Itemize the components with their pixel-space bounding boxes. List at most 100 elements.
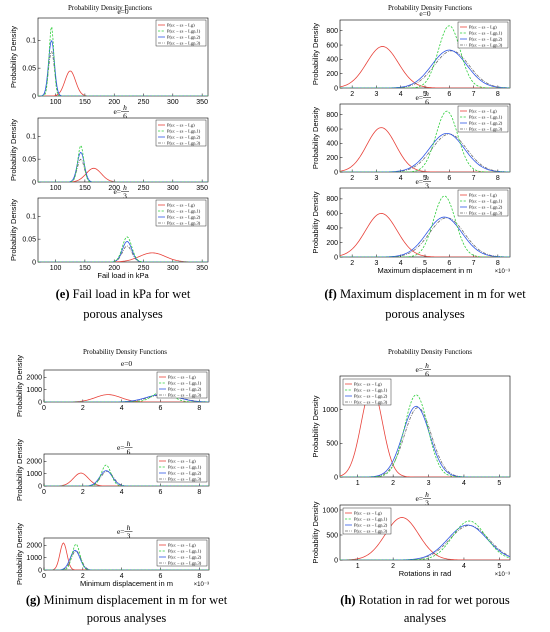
subplot-title-lhs: e= xyxy=(117,527,125,536)
x-tick-label: 2 xyxy=(81,489,85,496)
panel-f: Probability Density Functionse=002004006… xyxy=(311,4,526,321)
x-tick-label: 4 xyxy=(399,91,403,98)
x-tick-label: 2 xyxy=(350,91,354,98)
caption-line-2: porous analyses xyxy=(385,307,465,321)
y-tick-label: 400 xyxy=(326,225,338,232)
legend: P(εc − εs − Lg)P(εc − εs − Lgp,1)P(εc − … xyxy=(457,105,509,133)
legend-box xyxy=(155,119,207,147)
legend-entry-gray: P(εc − εs − Lgp,3) xyxy=(167,141,201,147)
pdf-curve-blue xyxy=(44,393,209,402)
subplot-title-num: h xyxy=(127,439,131,448)
subplot-title-den: 6 xyxy=(127,448,131,457)
x-tick-label: 200 xyxy=(108,185,120,192)
y-tick-label: 1000 xyxy=(26,555,42,562)
legend-entry-gray: P(εc − εs − Lgp,3) xyxy=(469,127,503,133)
legend-box xyxy=(457,105,509,133)
x-tick-label: 150 xyxy=(79,265,91,272)
pdf-curve-green xyxy=(38,236,208,262)
x-tick-label: 300 xyxy=(167,185,179,192)
x-tick-label: 7 xyxy=(472,175,476,182)
caption-line-1: (g) Minimum displacement in m for wet xyxy=(26,593,228,607)
x-tick-label: 250 xyxy=(138,265,150,272)
y-axis-label: Probability Density xyxy=(311,191,320,253)
y-axis-label: Probability Density xyxy=(9,119,18,181)
y-tick-label: 0 xyxy=(38,399,42,406)
subplot-title-num: h xyxy=(123,183,127,192)
legend-entry-blue: P(εc − εs − Lgp,2) xyxy=(354,394,388,400)
pdf-curve-red xyxy=(340,213,510,257)
legend-entry-red: P(εc − εs − Lg) xyxy=(354,382,382,387)
x-tick-label: 8 xyxy=(496,260,500,267)
legend: P(εc − εs − Lg)P(εc − εs − Lgp,1)P(εc − … xyxy=(457,21,509,49)
y-tick-label: 0 xyxy=(38,483,42,490)
legend-entry-blue: P(εc − εs − Lgp,2) xyxy=(167,35,201,41)
subplot-title-group: e= h3 xyxy=(117,523,133,541)
pdf-curve-blue xyxy=(340,49,510,88)
x-tick-label: 4 xyxy=(462,563,466,570)
pdf-curve-blue xyxy=(38,240,208,262)
x-tick-label: 6 xyxy=(447,91,451,98)
curves xyxy=(38,26,208,96)
x-tick-label: 8 xyxy=(496,175,500,182)
y-axis-label: Probability Density xyxy=(15,355,24,417)
legend-box xyxy=(155,19,207,47)
legend-entry-gray: P(εc − εs − Lgp,3) xyxy=(167,221,201,227)
pdf-curve-green xyxy=(340,25,510,88)
legend-entry-green: P(εc − εs − Lgp,1) xyxy=(469,31,503,37)
x-tick-label: 150 xyxy=(79,185,91,192)
caption: (h) Rotation in rad for wet porous analys… xyxy=(340,593,510,625)
legend-entry-gray: P(εc − εs − Lgp,3) xyxy=(469,43,503,49)
x-tick-label: 250 xyxy=(138,99,150,106)
x-tick-label: 8 xyxy=(197,573,201,580)
plot-title: Probability Density Functions xyxy=(388,348,472,356)
legend-entry-red: P(εc − εs − Lg) xyxy=(168,459,196,464)
subplot-title-lhs: e= xyxy=(415,177,423,186)
pdf-curve-red xyxy=(44,542,209,570)
pdf-curve-gray xyxy=(340,217,510,257)
x-tick-label: 1 xyxy=(356,563,360,570)
caption: (g) Minimum displacement in m for wet por… xyxy=(26,593,228,625)
pdf-curve-red xyxy=(340,127,510,172)
y-axis-label: Probability Density xyxy=(15,439,24,501)
legend-entry-green: P(εc − εs − Lgp,1) xyxy=(167,129,201,135)
y-tick-label: 600 xyxy=(326,211,338,218)
pdf-curve-blue xyxy=(38,151,208,182)
x-tick-label: 6 xyxy=(159,405,163,412)
y-tick-label: 0.05 xyxy=(22,236,36,243)
y-tick-label: 1000 xyxy=(322,507,338,514)
pdf-curve-gray xyxy=(340,133,510,172)
x-axis-label: Minimum displacement in m xyxy=(80,579,173,588)
y-tick-label: 400 xyxy=(326,141,338,148)
x-tick-label: 6 xyxy=(159,489,163,496)
subplot-title-group: e= h6 xyxy=(113,103,129,121)
caption-line-1: (h) Rotation in rad for wet porous xyxy=(340,593,510,607)
subplot-title: e=0 xyxy=(121,359,133,368)
subplot-3: e= h3 0 0.05 0.1 100 150 200 250 300 350 Probabilit… xyxy=(9,183,209,272)
pdf-curve-red xyxy=(340,517,510,560)
x-tick-label: 300 xyxy=(167,265,179,272)
x-tick-label: 8 xyxy=(496,91,500,98)
legend-entry-red: P(εc − εs − Lg) xyxy=(168,375,196,380)
pdf-curve-gray xyxy=(340,407,510,477)
x-tick-label: 3 xyxy=(374,91,378,98)
subplot-title-group: e= h3 xyxy=(415,490,431,508)
x-tick-label: 2 xyxy=(81,405,85,412)
caption-line-1: (e) Fail load in kPa for wet xyxy=(56,287,191,301)
x-tick-label: 4 xyxy=(120,573,124,580)
caption-line-2: analyses xyxy=(404,611,446,625)
x-tick-label: 6 xyxy=(159,573,163,580)
x-tick-label: 5 xyxy=(423,260,427,267)
y-tick-label: 0 xyxy=(32,259,36,266)
legend-entry-green: P(εc − εs − Lgp,1) xyxy=(354,517,388,523)
x-axis-label: Rotations in rad xyxy=(399,569,452,578)
x-axis-multiplier: ×10⁻³ xyxy=(495,572,510,578)
subplot-title-group: e= h3 xyxy=(113,183,129,201)
plot-title: Probability Density Functions xyxy=(83,348,167,356)
caption-letter: (f) xyxy=(324,287,337,301)
x-tick-label: 2 xyxy=(391,480,395,487)
y-tick-label: 200 xyxy=(326,240,338,247)
legend-entry-blue: P(εc − εs − Lgp,2) xyxy=(168,387,202,393)
legend-box xyxy=(457,21,509,49)
subplot-title-num: h xyxy=(425,173,429,182)
subplot-title-num: h xyxy=(127,523,131,532)
